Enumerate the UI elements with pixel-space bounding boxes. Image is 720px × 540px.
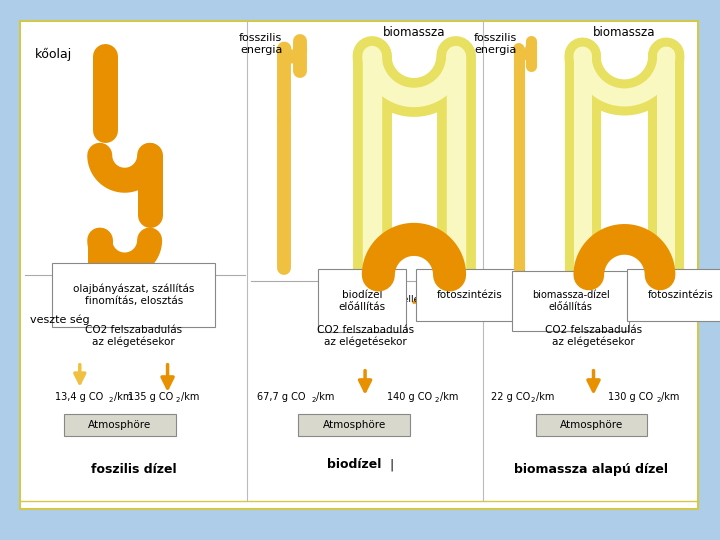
Text: olajbányászat, szállítás
finomítás, elosztás: olajbányászat, szállítás finomítás, elos… — [73, 284, 194, 306]
Text: CO2 felszabadulás
az elégetésekor: CO2 felszabadulás az elégetésekor — [545, 325, 642, 347]
Text: /km: /km — [536, 392, 554, 402]
FancyBboxPatch shape — [536, 414, 647, 436]
Text: /km: /km — [114, 392, 132, 402]
Text: Atmosphöre: Atmosphöre — [88, 420, 151, 430]
FancyBboxPatch shape — [64, 414, 176, 436]
Text: /km: /km — [316, 392, 335, 402]
Text: biodízel: biodízel — [327, 458, 382, 471]
Text: /km: /km — [181, 392, 199, 402]
Text: |: | — [389, 458, 393, 471]
Text: biomassza-dízel
előállítás: biomassza-dízel előállítás — [531, 290, 609, 312]
Text: 13,4 g CO: 13,4 g CO — [55, 392, 103, 402]
Text: foszilis dízel: foszilis dízel — [91, 463, 176, 476]
Text: fosszilis: fosszilis — [474, 32, 517, 43]
Text: fotoszintézis: fotoszintézis — [437, 290, 503, 300]
Text: 2: 2 — [657, 397, 661, 403]
Text: CO2 felszabadulás
az elégetésekor: CO2 felszabadulás az elégetésekor — [85, 325, 182, 347]
Text: biomassza alapú dízel: biomassza alapú dízel — [513, 463, 667, 476]
FancyBboxPatch shape — [298, 414, 410, 436]
Text: /km: /km — [662, 392, 680, 402]
Text: Atmosphöre: Atmosphöre — [323, 420, 386, 430]
Text: /km: /km — [440, 392, 458, 402]
Text: 22 g CO: 22 g CO — [491, 392, 530, 402]
Text: biomassza: biomassza — [383, 25, 445, 38]
Text: kőolaj: kőolaj — [35, 48, 72, 60]
Text: 140 g CO: 140 g CO — [387, 392, 432, 402]
Text: energia: energia — [474, 44, 517, 55]
Text: biomassza: biomassza — [593, 25, 656, 38]
Text: melléktermék: melléktermék — [395, 295, 457, 305]
Text: 2: 2 — [176, 397, 180, 403]
Text: 135 g CO: 135 g CO — [127, 392, 173, 402]
Text: melléktermék: melléktermék — [605, 295, 668, 305]
Text: fosszilis: fosszilis — [239, 32, 282, 43]
Text: CO2 felszabadulás
az elégetésekor: CO2 felszabadulás az elégetésekor — [317, 325, 413, 347]
Text: Atmosphöre: Atmosphöre — [560, 420, 623, 430]
Text: 2: 2 — [435, 397, 439, 403]
Text: 2: 2 — [109, 397, 113, 403]
Text: energia: energia — [240, 44, 282, 55]
FancyBboxPatch shape — [20, 21, 698, 509]
Text: veszte ség: veszte ség — [30, 315, 89, 326]
Text: 130 g CO: 130 g CO — [608, 392, 654, 402]
Text: biodízel
előállítás: biodízel előállítás — [338, 290, 386, 312]
Text: 2: 2 — [311, 397, 315, 403]
Text: 67,7 g CO: 67,7 g CO — [257, 392, 306, 402]
Text: fotoszintézis: fotoszintézis — [647, 290, 713, 300]
Text: 2: 2 — [531, 397, 535, 403]
